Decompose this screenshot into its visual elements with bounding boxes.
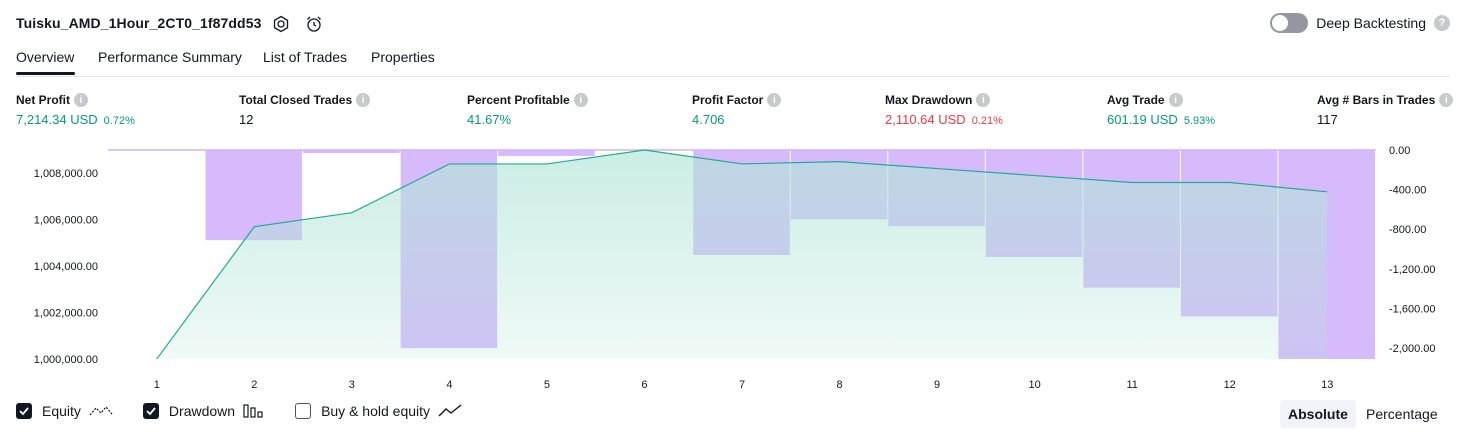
x-axis-tick-label: 2 xyxy=(251,379,257,391)
tab-properties[interactable]: Properties xyxy=(371,49,435,65)
right-axis-tick-label: -2,000.00 xyxy=(1389,343,1435,355)
metric-label: Percent Profitable xyxy=(467,93,570,107)
legend-equity[interactable]: Equity xyxy=(16,403,113,419)
info-icon[interactable]: i xyxy=(767,93,781,107)
metric-value: 2,110.64 USD xyxy=(885,112,966,127)
alert-icon[interactable] xyxy=(303,13,325,35)
tab-performance-summary[interactable]: Performance Summary xyxy=(98,49,242,65)
x-axis-tick-label: 1 xyxy=(154,379,160,391)
buy-hold-checkbox[interactable] xyxy=(295,403,311,419)
metric-avg-trade: Avg Trade i 601.19 USD 5.93% xyxy=(1107,93,1215,127)
metric-value: 4.706 xyxy=(692,112,725,127)
info-icon[interactable]: i xyxy=(1439,93,1453,107)
active-tab-indicator xyxy=(16,72,75,75)
right-axis-tick-label: -1,600.00 xyxy=(1389,303,1435,315)
drawdown-checkbox[interactable] xyxy=(143,403,159,419)
metric-total-closed-trades: Total Closed Trades i 12 xyxy=(239,93,370,127)
info-icon[interactable]: i xyxy=(1169,93,1183,107)
right-axis-tick-label: -1,200.00 xyxy=(1389,264,1435,276)
drawdown-bar xyxy=(303,150,400,153)
info-icon[interactable]: i xyxy=(356,93,370,107)
x-axis-tick-label: 9 xyxy=(934,379,940,391)
metric-value: 117 xyxy=(1317,112,1338,127)
tab-list-of-trades[interactable]: List of Trades xyxy=(263,49,347,65)
deep-backtesting-toggle[interactable] xyxy=(1270,13,1308,33)
info-icon[interactable]: i xyxy=(574,93,588,107)
x-axis-tick-label: 12 xyxy=(1224,379,1236,391)
metric-net-profit: Net Profit i 7,214.34 USD 0.72% xyxy=(16,93,135,127)
x-axis-tick-label: 5 xyxy=(544,379,550,391)
metric-label: Net Profit xyxy=(16,93,70,107)
drawdown-bars-icon xyxy=(243,403,265,419)
x-axis-tick-label: 6 xyxy=(641,379,647,391)
metric-percent: 5.93% xyxy=(1184,115,1215,127)
metric-label: Avg Trade xyxy=(1107,93,1165,107)
right-axis-tick-label: -800.00 xyxy=(1389,224,1426,236)
x-axis-tick-label: 8 xyxy=(836,379,842,391)
header: Tuisku_AMD_1Hour_2CT0_1f87dd53 Deep Back… xyxy=(16,13,1450,37)
equity-label: Equity xyxy=(42,403,81,419)
percentage-mode-button[interactable]: Percentage xyxy=(1358,400,1446,428)
metric-avg-bars-in-trades: Avg # Bars in Trades i 117 xyxy=(1317,93,1453,127)
x-axis-tick-label: 11 xyxy=(1126,379,1137,391)
chart-legend: Equity Drawdown Buy & hold equity xyxy=(16,403,492,419)
left-axis-tick-label: 1,004,000.00 xyxy=(34,261,98,273)
metric-percent: 0.72% xyxy=(104,115,135,127)
buy-hold-label: Buy & hold equity xyxy=(321,403,430,419)
x-axis-tick-label: 3 xyxy=(349,379,355,391)
metric-label: Avg # Bars in Trades xyxy=(1317,93,1435,107)
drawdown-bar xyxy=(498,150,595,156)
x-axis-tick-label: 7 xyxy=(739,379,745,391)
metric-label: Profit Factor xyxy=(692,93,763,107)
buy-hold-line-icon xyxy=(438,403,462,419)
metric-percent: 0.21% xyxy=(972,115,1003,127)
metric-label: Max Drawdown xyxy=(885,93,972,107)
left-axis-tick-label: 1,002,000.00 xyxy=(34,308,98,320)
deep-backtesting: Deep Backtesting ? xyxy=(1270,13,1450,33)
metric-value: 12 xyxy=(239,112,253,127)
left-axis-tick-label: 1,006,000.00 xyxy=(34,215,98,227)
legend-drawdown[interactable]: Drawdown xyxy=(143,403,265,419)
question-icon[interactable]: ? xyxy=(1434,15,1450,31)
metric-percent-profitable: Percent Profitable i 41.67% xyxy=(467,93,588,127)
metric-profit-factor: Profit Factor i 4.706 xyxy=(692,93,781,127)
equity-drawdown-chart[interactable]: 1,000,000.00 1,002,000.00 1,004,000.00 1,00… xyxy=(0,140,1466,392)
x-axis-tick-label: 10 xyxy=(1028,379,1040,391)
equity-checkbox[interactable] xyxy=(16,403,32,419)
metric-max-drawdown: Max Drawdown i 2,110.64 USD 0.21% xyxy=(885,93,1003,127)
legend-buy-hold[interactable]: Buy & hold equity xyxy=(295,403,462,419)
metric-value: 41.67% xyxy=(467,112,511,127)
tab-bar: Overview Performance Summary List of Tra… xyxy=(16,48,1450,77)
metric-label: Total Closed Trades xyxy=(239,93,352,107)
info-icon[interactable]: i xyxy=(976,93,990,107)
left-axis-tick-label: 1,000,000.00 xyxy=(34,354,98,366)
metric-value: 7,214.34 USD xyxy=(16,112,98,127)
x-axis-tick-label: 13 xyxy=(1321,379,1333,391)
strategy-title: Tuisku_AMD_1Hour_2CT0_1f87dd53 xyxy=(16,15,261,31)
x-axis-tick-label: 4 xyxy=(446,379,452,391)
info-icon[interactable]: i xyxy=(74,93,88,107)
metric-value: 601.19 USD xyxy=(1107,112,1178,127)
drawdown-label: Drawdown xyxy=(169,403,235,419)
deep-backtesting-label: Deep Backtesting xyxy=(1316,15,1426,31)
right-axis-tick-label: 0.00 xyxy=(1389,145,1410,157)
left-axis-tick-label: 1,008,000.00 xyxy=(34,168,98,180)
equity-line-icon xyxy=(89,403,113,419)
right-axis-tick-label: -400.00 xyxy=(1389,185,1426,197)
settings-icon[interactable] xyxy=(270,13,292,35)
tab-overview[interactable]: Overview xyxy=(16,49,74,65)
absolute-mode-button[interactable]: Absolute xyxy=(1280,400,1356,428)
